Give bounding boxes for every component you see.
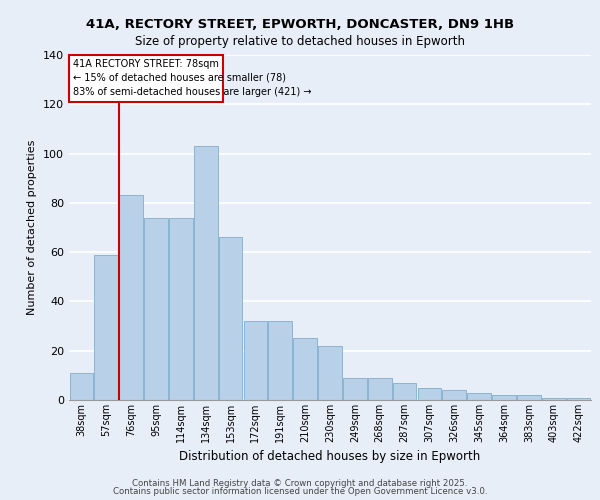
Bar: [542, 398, 566, 400]
Text: Contains public sector information licensed under the Open Government Licence v3: Contains public sector information licen…: [113, 487, 487, 496]
Text: Contains HM Land Registry data © Crown copyright and database right 2025.: Contains HM Land Registry data © Crown c…: [132, 478, 468, 488]
Bar: [268, 321, 292, 400]
Bar: [219, 238, 242, 400]
Bar: [70, 55, 223, 102]
Bar: [442, 390, 466, 400]
Y-axis label: Number of detached properties: Number of detached properties: [28, 140, 37, 315]
Bar: [567, 398, 590, 400]
Bar: [194, 146, 218, 400]
Text: 41A RECTORY STREET: 78sqm: 41A RECTORY STREET: 78sqm: [73, 58, 219, 68]
Bar: [492, 395, 516, 400]
Bar: [244, 321, 267, 400]
Bar: [343, 378, 367, 400]
Text: Size of property relative to detached houses in Epworth: Size of property relative to detached ho…: [135, 35, 465, 48]
X-axis label: Distribution of detached houses by size in Epworth: Distribution of detached houses by size …: [179, 450, 481, 464]
Bar: [94, 254, 118, 400]
Bar: [144, 218, 168, 400]
Text: 41A, RECTORY STREET, EPWORTH, DONCASTER, DN9 1HB: 41A, RECTORY STREET, EPWORTH, DONCASTER,…: [86, 18, 514, 30]
Bar: [368, 378, 392, 400]
Bar: [318, 346, 342, 400]
Bar: [393, 383, 416, 400]
Bar: [293, 338, 317, 400]
Bar: [517, 395, 541, 400]
Bar: [119, 196, 143, 400]
Bar: [467, 392, 491, 400]
Bar: [418, 388, 441, 400]
Bar: [169, 218, 193, 400]
Text: ← 15% of detached houses are smaller (78): ← 15% of detached houses are smaller (78…: [73, 72, 286, 83]
Bar: [70, 373, 93, 400]
Text: 83% of semi-detached houses are larger (421) →: 83% of semi-detached houses are larger (…: [73, 86, 312, 97]
